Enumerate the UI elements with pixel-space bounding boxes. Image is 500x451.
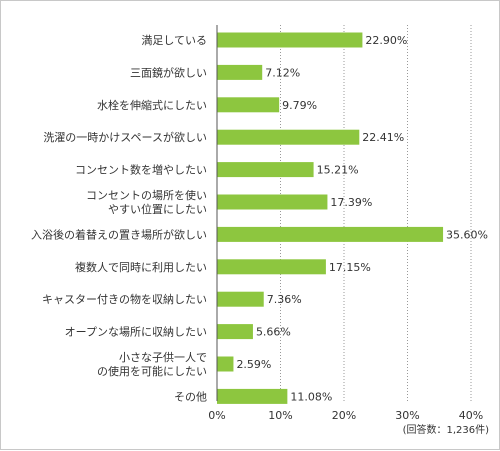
bar-8	[217, 291, 264, 307]
value-label-9: 5.66%	[256, 326, 291, 339]
value-label-1: 7.12%	[265, 66, 300, 79]
value-label-2: 9.79%	[282, 99, 317, 112]
x-tick-label-40: 40%	[459, 409, 483, 422]
bar-7	[217, 259, 326, 275]
bar-10	[217, 356, 234, 372]
bar-5	[217, 194, 328, 210]
value-label-6: 35.60%	[446, 228, 488, 241]
category-label-4: コンセント数を増やしたい	[75, 164, 207, 177]
bar-9	[217, 324, 253, 340]
category-label-10-line-0: 小さな子供一人で	[119, 350, 207, 364]
value-label-0: 22.90%	[365, 34, 407, 47]
bar-11	[217, 388, 288, 404]
value-label-5: 17.39%	[330, 196, 372, 209]
bar-1	[217, 64, 263, 80]
category-label-8: キャスター付きの物を収納したい	[42, 292, 207, 306]
category-label-10-line-1: の使用を可能にしたい	[97, 364, 207, 378]
response-count-note: (回答数：1,236件)	[403, 423, 490, 436]
category-label-5-line-0: コンセントの場所を使い	[86, 189, 207, 202]
bar-4	[217, 162, 314, 178]
bar-2	[217, 97, 280, 113]
value-label-4: 15.21%	[317, 164, 359, 177]
value-label-8: 7.36%	[267, 293, 302, 306]
bar-0	[217, 32, 363, 48]
x-tick-label-10: 10%	[268, 409, 292, 422]
value-label-7: 17.15%	[329, 261, 371, 274]
value-label-11: 11.08%	[290, 390, 332, 403]
x-tick-label-20: 20%	[332, 409, 356, 422]
bar-3	[217, 129, 360, 145]
x-tick-label-0: 0%	[208, 409, 225, 422]
category-label-3: 洗濯の一時かけスペースが欲しい	[43, 130, 207, 144]
category-label-5-line-1: やすい位置にしたい	[108, 202, 207, 216]
value-label-3: 22.41%	[362, 131, 404, 144]
category-label-2: 水栓を伸縮式にしたい	[97, 98, 207, 112]
category-label-7: 複数人で同時に利用したい	[75, 260, 207, 274]
category-label-0: 満足している	[141, 34, 207, 47]
value-label-10: 2.59%	[236, 358, 271, 371]
x-tick-label-30: 30%	[395, 409, 419, 422]
category-label-6: 入浴後の着替えの置き場所が欲しい	[31, 227, 207, 241]
category-label-11: その他	[174, 390, 207, 403]
category-label-1: 三面鏡が欲しい	[130, 65, 207, 79]
category-label-9: オープンな場所に収納したい	[65, 326, 207, 339]
bar-6	[217, 226, 444, 242]
